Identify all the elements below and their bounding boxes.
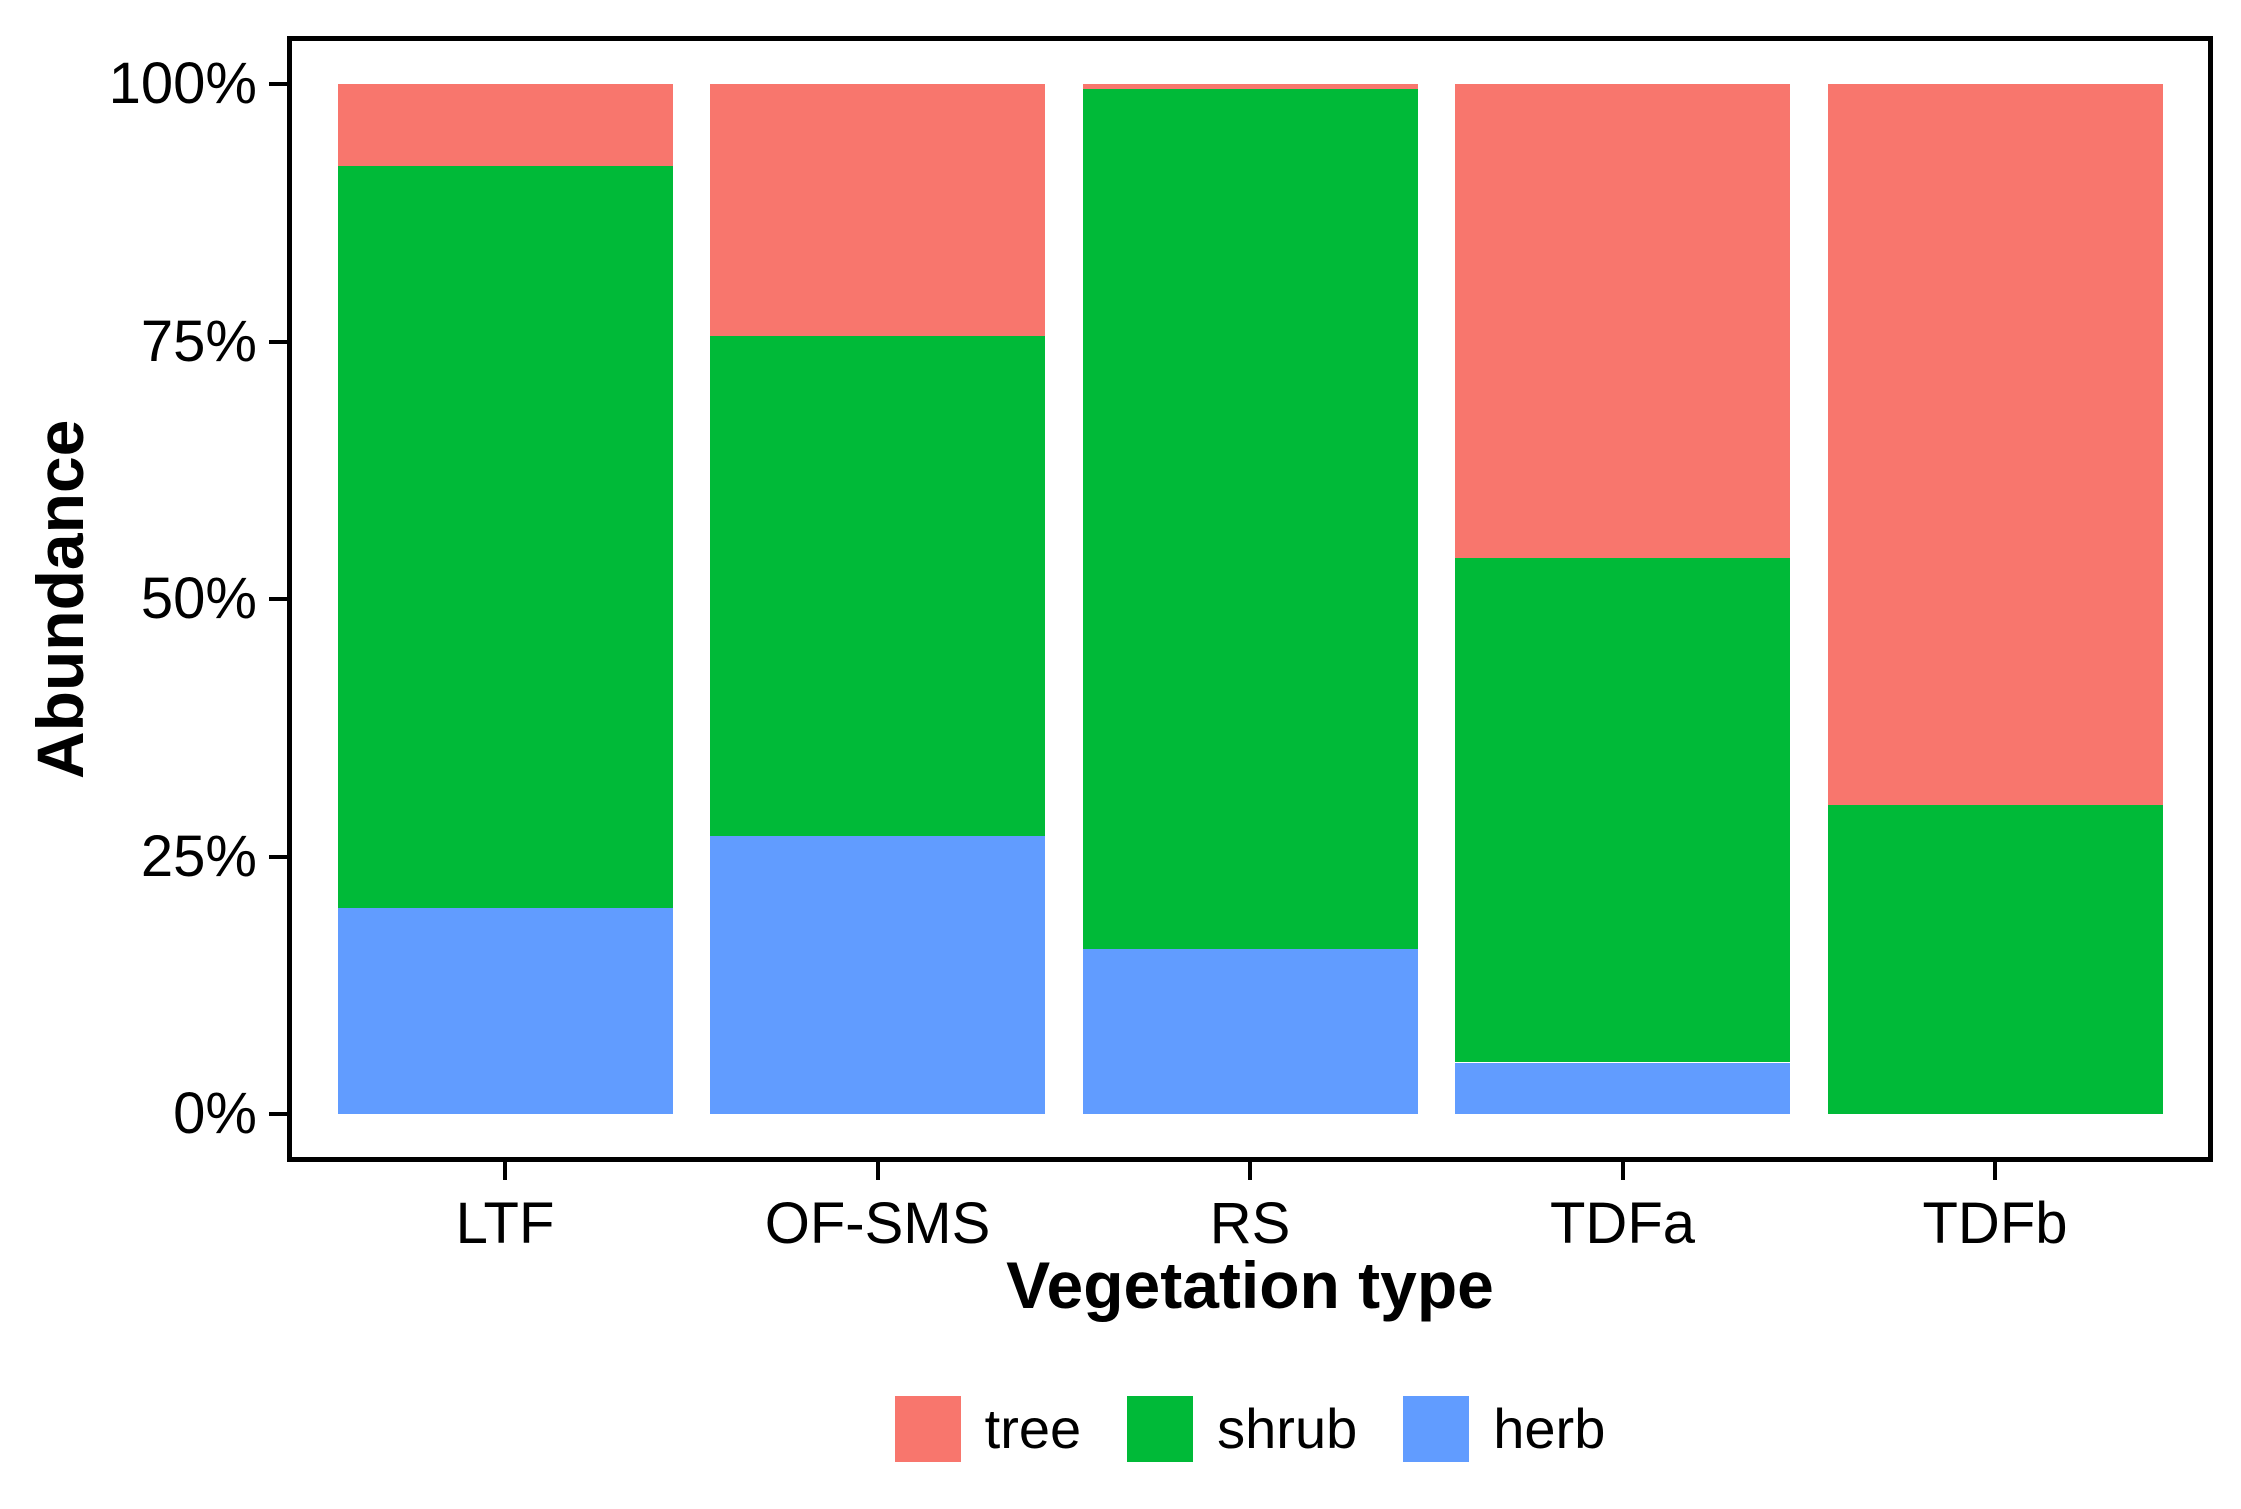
bar-segment-tree-RS <box>1082 84 1418 90</box>
x-axis-tick <box>875 1162 880 1180</box>
bar-segment-tree-OF-SMS <box>710 84 1045 337</box>
legend-entry-tree: tree <box>894 1396 1082 1462</box>
y-axis-tick-label: 100% <box>108 51 257 116</box>
x-axis-title: Vegetation type <box>1006 1248 1494 1322</box>
bar-segment-shrub-TDFb <box>1827 805 2163 1114</box>
x-axis-tick <box>1993 1162 1997 1180</box>
bar-segment-tree-LTF <box>337 84 673 167</box>
y-axis-tick-label: 25% <box>140 823 257 889</box>
y-axis-tick-label: 50% <box>140 566 257 631</box>
x-axis-tick-label: TDFb <box>1922 1191 2068 1256</box>
bar-segment-herb-LTF <box>337 908 673 1114</box>
bar-segment-shrub-TDFa <box>1455 557 1790 1063</box>
y-axis-tick <box>269 339 287 344</box>
legend-swatch-shrub <box>1127 1396 1194 1462</box>
x-axis-tick <box>1620 1162 1625 1180</box>
y-axis-tick <box>269 82 287 86</box>
legend-label-herb: herb <box>1493 1397 1606 1460</box>
bar-segment-shrub-OF-SMS <box>710 336 1045 836</box>
bar-segment-herb-TDFa <box>1455 1062 1790 1114</box>
x-axis-tick-label: OF-SMS <box>764 1191 991 1256</box>
x-axis-tick-label: RS <box>1209 1191 1291 1256</box>
bar-segment-tree-TDFb <box>1827 84 2163 805</box>
legend-entry-shrub: shrub <box>1127 1396 1357 1462</box>
x-axis-tick-label: LTF <box>455 1191 555 1256</box>
y-axis-tick <box>269 597 287 601</box>
x-axis-tick <box>503 1162 507 1180</box>
bar-segment-shrub-LTF <box>337 166 673 908</box>
legend-label-shrub: shrub <box>1217 1397 1358 1460</box>
x-axis-tick <box>1248 1162 1252 1180</box>
bar-segment-herb-OF-SMS <box>710 835 1045 1114</box>
bar-segment-shrub-RS <box>1082 89 1418 950</box>
legend-swatch-herb <box>1403 1396 1470 1462</box>
legend: tree shrub herb <box>287 1396 2213 1462</box>
y-axis-tick <box>269 1112 287 1116</box>
legend-label-tree: tree <box>984 1397 1082 1460</box>
y-axis-tick <box>269 854 287 859</box>
legend-entry-herb: herb <box>1403 1396 1605 1462</box>
legend-swatch-tree <box>894 1396 961 1462</box>
bar-segment-tree-TDFa <box>1455 84 1790 558</box>
x-axis-tick-label: TDFa <box>1550 1191 1695 1256</box>
y-axis-tick-label: 0% <box>173 1081 257 1146</box>
y-axis-tick-label: 75% <box>140 308 257 374</box>
bar-segment-herb-RS <box>1082 949 1418 1114</box>
